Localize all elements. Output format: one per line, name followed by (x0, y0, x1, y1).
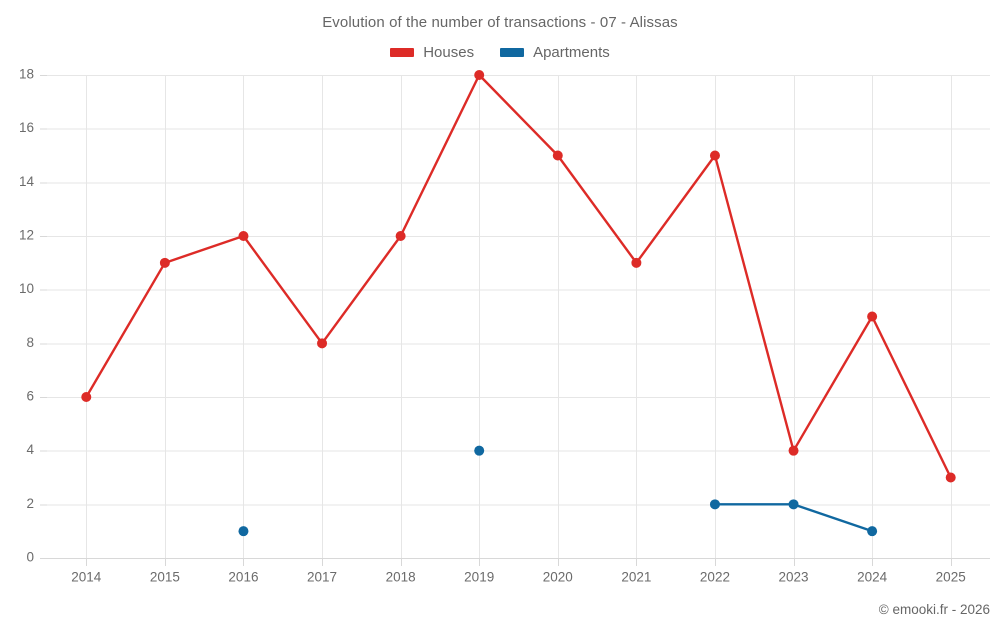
y-tick-label: 18 (19, 67, 34, 82)
x-tick-label: 2022 (700, 570, 730, 585)
x-tick-label: 2016 (228, 570, 258, 585)
y-tick-label: 14 (19, 174, 35, 189)
x-axis-tick-labels: 2014 2015 2016 2017 2018 2019 2020 2021 2022 2023… (71, 570, 965, 585)
legend-item-houses[interactable]: Houses (390, 44, 474, 61)
series-line-houses (85, 73, 952, 479)
x-tick-label: 2024 (857, 570, 888, 585)
x-tick-label: 2021 (621, 570, 651, 585)
data-point-houses[interactable] (317, 338, 328, 349)
data-point-houses[interactable] (552, 150, 563, 161)
x-tick-label: 2023 (779, 570, 809, 585)
data-point-houses[interactable] (238, 231, 249, 241)
x-gridlines (86, 75, 952, 558)
y-tick-label: 8 (26, 335, 34, 350)
y-axis-tick-labels: 0 2 4 6 8 10 12 14 16 18 (19, 67, 35, 565)
data-point-houses[interactable] (867, 311, 878, 322)
data-point-apartments[interactable] (474, 445, 485, 456)
y-tick-label: 12 (19, 228, 34, 243)
y-tick-label: 2 (26, 496, 34, 511)
y-tick-label: 6 (26, 389, 34, 404)
chart-title: Evolution of the number of transactions … (322, 14, 678, 31)
data-point-houses[interactable] (709, 150, 720, 161)
x-tick-label: 2015 (150, 570, 180, 585)
data-point-houses[interactable] (788, 445, 799, 456)
x-tick-label: 2017 (307, 570, 337, 585)
axis-lines (40, 75, 990, 566)
y-tick-label: 0 (26, 550, 34, 565)
x-tick-label: 2018 (386, 570, 416, 585)
y-tick-label: 10 (19, 281, 34, 296)
x-tick-label: 2025 (936, 570, 966, 585)
x-tick-label: 2019 (464, 570, 494, 585)
y-tick-label: 16 (19, 120, 34, 135)
data-point-houses[interactable] (474, 70, 485, 80)
y-tick-label: 4 (26, 442, 34, 457)
data-point-houses[interactable] (395, 231, 406, 241)
data-point-houses[interactable] (945, 472, 956, 483)
series-markers (81, 70, 956, 537)
copyright-credit: © emooki.fr - 2026 (878, 602, 990, 617)
x-tick-label: 2020 (543, 570, 573, 585)
data-point-apartments[interactable] (238, 526, 249, 537)
legend-swatch-apartments (500, 48, 525, 57)
series-lines (85, 73, 952, 533)
data-point-houses[interactable] (631, 257, 642, 268)
chart-legend: Houses Apartments (0, 44, 1000, 61)
data-point-houses[interactable] (159, 257, 170, 268)
legend-label-apartments: Apartments (533, 44, 610, 61)
data-point-apartments[interactable] (867, 526, 878, 537)
data-point-houses[interactable] (81, 392, 92, 402)
data-point-apartments[interactable] (709, 499, 720, 510)
x-tick-label: 2014 (71, 570, 102, 585)
legend-swatch-houses (390, 48, 415, 57)
data-point-apartments[interactable] (788, 499, 799, 510)
y-gridlines (47, 75, 990, 559)
legend-label-houses: Houses (423, 44, 475, 61)
legend-item-apartments[interactable]: Apartments (500, 44, 610, 61)
